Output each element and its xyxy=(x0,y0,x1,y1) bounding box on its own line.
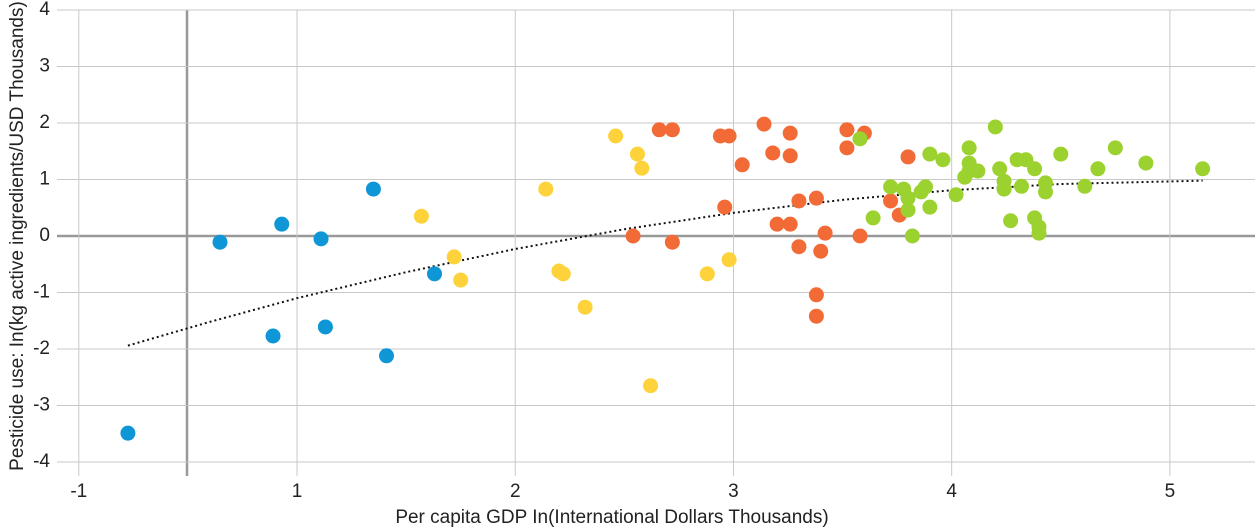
point xyxy=(970,163,986,179)
point xyxy=(813,243,829,259)
y-tick-label: -4 xyxy=(33,451,50,472)
point xyxy=(782,216,798,232)
point xyxy=(212,234,228,250)
point xyxy=(904,228,920,244)
y-tick-label: -3 xyxy=(33,395,50,416)
point xyxy=(791,239,807,255)
point xyxy=(900,190,916,206)
point xyxy=(922,199,938,215)
point xyxy=(699,266,715,282)
point xyxy=(577,299,593,315)
point xyxy=(643,378,659,394)
point xyxy=(629,146,645,162)
point xyxy=(365,181,381,197)
point xyxy=(1027,161,1043,177)
point xyxy=(1195,161,1211,177)
point xyxy=(808,308,824,324)
point xyxy=(453,272,469,288)
point xyxy=(883,193,899,209)
point xyxy=(782,148,798,164)
point xyxy=(538,181,554,197)
point xyxy=(1077,178,1093,194)
x-axis-label: Per capita GDP In(International Dollars … xyxy=(395,507,828,528)
point xyxy=(765,145,781,161)
point xyxy=(664,234,680,250)
point xyxy=(721,252,737,268)
point xyxy=(992,161,1008,177)
y-axis-label: Pesticide use: In(kg active ingredients/… xyxy=(7,1,28,471)
point xyxy=(987,119,1003,135)
point xyxy=(1031,225,1047,241)
point xyxy=(608,128,624,144)
point xyxy=(1107,140,1123,156)
x-tick-label: 2 xyxy=(510,481,521,502)
y-tick-label: -1 xyxy=(33,282,50,303)
x-tick-label: 3 xyxy=(728,481,739,502)
point xyxy=(721,128,737,144)
point xyxy=(427,266,443,282)
point xyxy=(1003,213,1019,229)
point xyxy=(664,122,680,138)
point xyxy=(1014,178,1030,194)
point xyxy=(922,146,938,162)
point xyxy=(865,210,881,226)
point xyxy=(852,131,868,147)
point xyxy=(625,228,641,244)
y-tick-label: 0 xyxy=(39,225,50,246)
point xyxy=(446,249,462,265)
point xyxy=(555,266,571,282)
point xyxy=(1038,184,1054,200)
x-tick-label: -1 xyxy=(70,481,87,502)
point xyxy=(1138,155,1154,171)
point xyxy=(379,348,395,364)
point xyxy=(817,225,833,241)
point xyxy=(808,287,824,303)
point xyxy=(717,199,733,215)
point xyxy=(935,152,951,168)
x-tick-label: 5 xyxy=(1165,481,1176,502)
x-tick-label: 1 xyxy=(292,481,303,502)
point xyxy=(634,160,650,176)
point xyxy=(782,125,798,141)
y-tick-label: 3 xyxy=(39,56,50,77)
point xyxy=(1090,161,1106,177)
point xyxy=(852,228,868,244)
y-tick-label: 1 xyxy=(39,169,50,190)
point xyxy=(413,208,429,224)
y-tick-label: 4 xyxy=(39,0,50,20)
point xyxy=(791,193,807,209)
point xyxy=(120,425,136,441)
point xyxy=(313,231,329,247)
point xyxy=(996,181,1012,197)
y-tick-label: -2 xyxy=(33,338,50,359)
point xyxy=(948,187,964,203)
point xyxy=(769,216,785,232)
point xyxy=(839,140,855,156)
point xyxy=(808,190,824,206)
point xyxy=(734,157,750,173)
y-tick-label: 2 xyxy=(39,112,50,133)
point xyxy=(1053,146,1069,162)
point xyxy=(265,328,281,344)
point xyxy=(274,216,290,232)
point xyxy=(900,202,916,218)
point xyxy=(317,319,333,335)
trendline xyxy=(127,179,1203,347)
point xyxy=(756,116,772,132)
x-tick-label: 4 xyxy=(946,481,957,502)
point xyxy=(839,122,855,138)
point xyxy=(917,179,933,195)
point xyxy=(961,140,977,156)
point xyxy=(900,149,916,165)
point xyxy=(651,122,667,138)
point xyxy=(883,179,899,195)
